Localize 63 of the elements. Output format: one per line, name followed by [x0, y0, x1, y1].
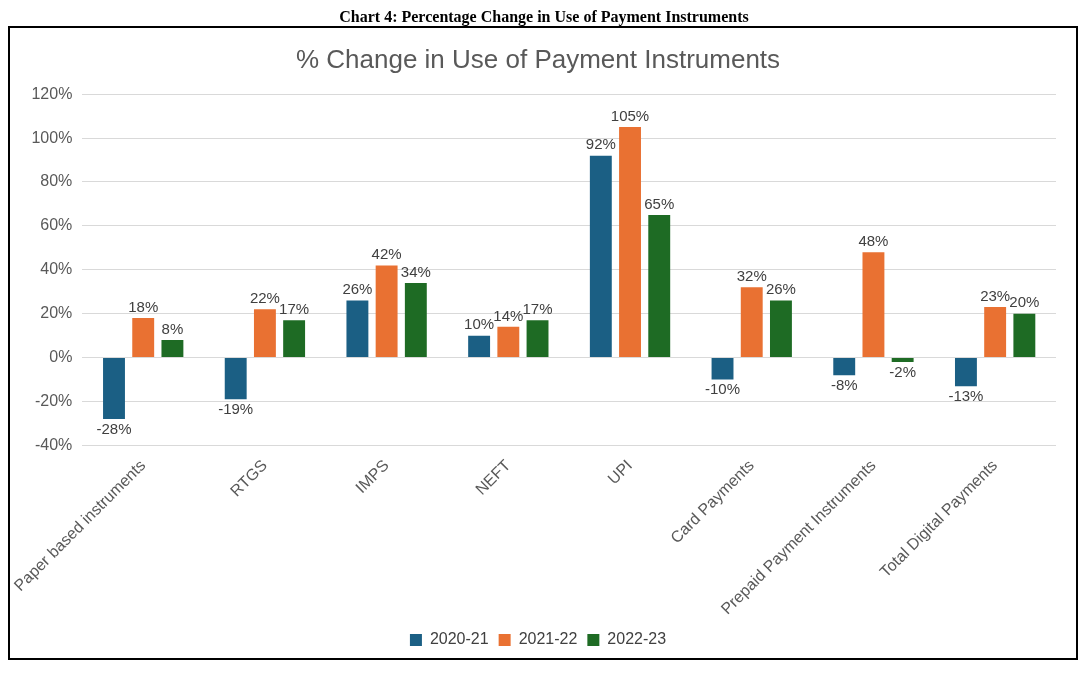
y-tick-label: -40%	[35, 435, 73, 453]
bar	[648, 214, 671, 358]
data-label: -10%	[705, 380, 741, 398]
bar	[224, 358, 247, 400]
y-tick-label: 0%	[49, 348, 73, 365]
bar	[253, 309, 276, 358]
data-label: 22%	[249, 288, 280, 306]
bar	[468, 335, 491, 358]
y-tick-label: 100%	[31, 128, 73, 146]
bar	[526, 320, 549, 358]
bar	[984, 307, 1007, 358]
bar	[619, 127, 641, 358]
data-label: -28%	[96, 419, 132, 437]
data-label: 20%	[1009, 293, 1040, 311]
data-label: 17%	[279, 299, 310, 317]
data-label: 34%	[400, 262, 431, 280]
bar	[589, 155, 612, 358]
bar	[1013, 313, 1036, 358]
data-label: 18%	[128, 297, 159, 315]
bar	[161, 340, 184, 358]
bar	[404, 282, 427, 358]
bar	[891, 358, 914, 362]
bar	[375, 265, 398, 358]
data-label: 42%	[371, 245, 402, 263]
bar	[954, 358, 977, 387]
bar	[132, 318, 155, 358]
y-tick-label: 80%	[40, 172, 73, 190]
bar	[769, 300, 792, 358]
data-label: -8%	[830, 375, 858, 393]
bar	[103, 358, 125, 420]
bar	[833, 358, 856, 376]
data-label: 65%	[644, 194, 675, 212]
data-label: 23%	[980, 286, 1011, 304]
data-label: 8%	[161, 319, 184, 337]
legend-label: 2021-22	[518, 630, 578, 648]
data-label: 26%	[342, 280, 373, 298]
data-label: 10%	[464, 315, 495, 333]
data-label: 32%	[736, 266, 767, 284]
data-label: -2%	[889, 362, 916, 380]
y-tick-label: 20%	[40, 304, 73, 322]
legend-label: 2022-23	[607, 630, 667, 648]
x-tick-label: UPI	[604, 456, 636, 488]
bar	[283, 320, 306, 358]
bar	[740, 287, 763, 358]
data-label: -19%	[218, 399, 254, 417]
chart-title: % Change in Use of Payment Instruments	[295, 43, 781, 74]
data-label: -13%	[948, 386, 984, 404]
y-tick-label: 60%	[40, 216, 73, 234]
data-label: 105%	[610, 106, 650, 124]
caption: Chart 4: Percentage Change in Use of Payment Instruments	[338, 8, 750, 26]
y-tick-label: 120%	[31, 84, 73, 102]
bar	[862, 252, 885, 358]
data-label: 26%	[765, 280, 796, 298]
data-label: 17%	[522, 299, 553, 317]
bar	[711, 358, 734, 380]
data-label: 48%	[858, 231, 889, 249]
legend-label: 2020-21	[429, 630, 489, 648]
data-label: 14%	[493, 306, 524, 324]
y-tick-label: -20%	[35, 391, 73, 409]
bar	[346, 300, 369, 358]
y-tick-label: 40%	[40, 260, 73, 278]
bar	[497, 326, 520, 358]
data-label: 92%	[585, 135, 616, 153]
